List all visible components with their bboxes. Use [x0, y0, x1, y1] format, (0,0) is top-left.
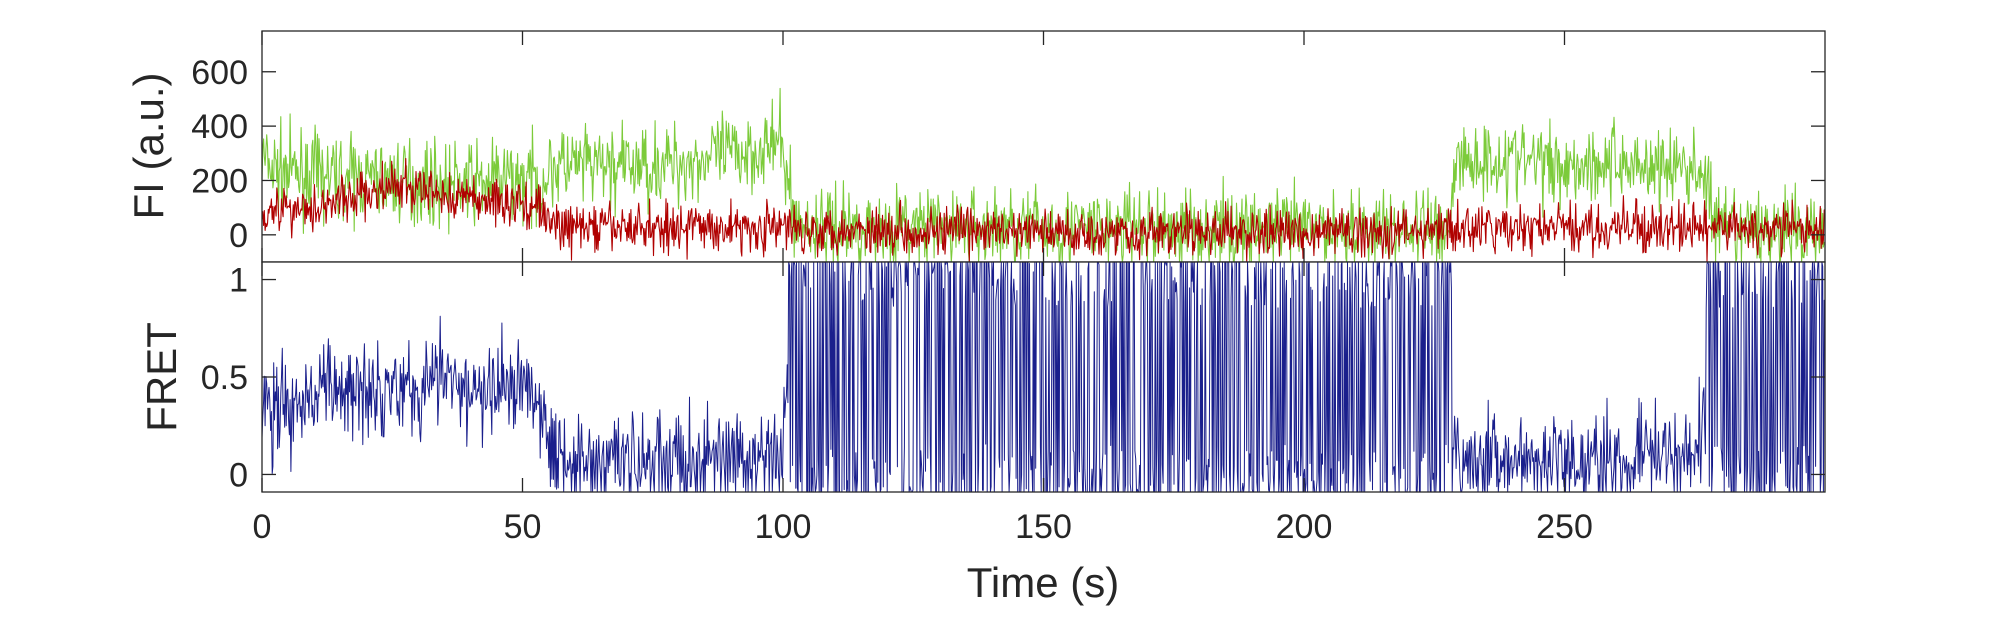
- intensity-y-axis-label: FI (a.u.): [125, 72, 172, 219]
- x-tick-label: 100: [755, 508, 812, 546]
- fret-panel: 00.51 0 50 100 150 200 250 FRET Time (s): [138, 261, 1826, 606]
- y-tick-label: 1: [229, 262, 248, 300]
- fret-y-axis-label: FRET: [138, 322, 185, 432]
- y-tick-label: 400: [191, 108, 248, 146]
- x-tick-label: 250: [1536, 508, 1593, 546]
- time-x-ticks: 0 50 100 150 200 250: [253, 262, 1593, 546]
- time-x-axis-label: Time (s): [967, 559, 1119, 606]
- x-tick-label: 150: [1015, 508, 1072, 546]
- intensity-y-ticks: 0 200 400 600: [191, 31, 1825, 262]
- intensity-trace-1: [261, 157, 1826, 263]
- y-tick-label: 0.5: [201, 359, 248, 397]
- x-tick-label: 0: [253, 508, 272, 546]
- x-tick-label: 200: [1276, 508, 1333, 546]
- y-tick-label: 200: [191, 162, 248, 200]
- x-tick-label: 50: [504, 508, 542, 546]
- y-tick-label: 0: [229, 456, 248, 494]
- intensity-panel: 0 200 400 600 FI (a.u.): [125, 30, 1826, 263]
- y-tick-label: 0: [229, 217, 248, 255]
- y-tick-label: 600: [191, 54, 248, 92]
- fret-y-ticks: 00.51: [201, 262, 1825, 494]
